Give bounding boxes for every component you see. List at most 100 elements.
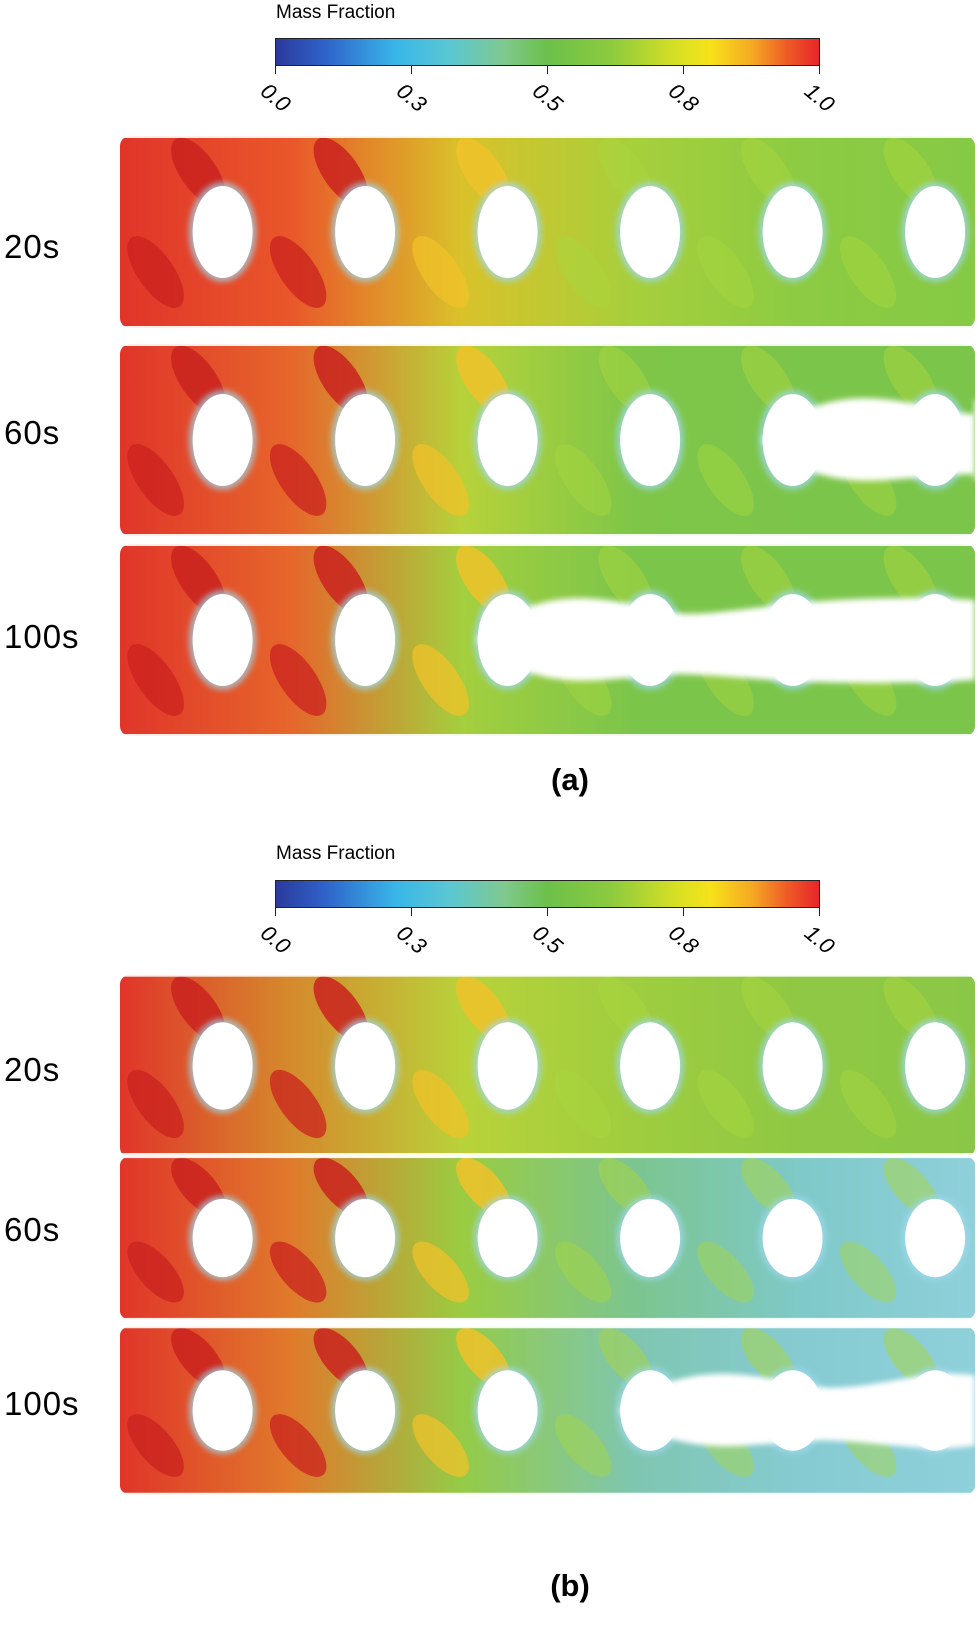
colorbar bbox=[275, 38, 820, 66]
flow-streak bbox=[412, 644, 469, 716]
flow-streak bbox=[839, 1241, 897, 1303]
tick-label: 1.0 bbox=[799, 920, 840, 959]
flow-streak bbox=[554, 1241, 612, 1303]
tick-label: 0.5 bbox=[527, 920, 568, 959]
flow-streak bbox=[127, 1241, 184, 1303]
mass-fraction-contour-60s bbox=[120, 340, 975, 540]
tick-label: 0.3 bbox=[391, 78, 432, 117]
obstacle-hole bbox=[616, 182, 685, 282]
tick-mark bbox=[819, 908, 820, 916]
obstacle-hole bbox=[188, 182, 257, 282]
obstacle-hole bbox=[473, 1018, 542, 1114]
flow-streak bbox=[269, 236, 327, 308]
tick-mark bbox=[683, 66, 684, 74]
time-label-60s: 60s bbox=[4, 414, 61, 451]
flow-streak bbox=[269, 1241, 327, 1303]
flow-streak bbox=[127, 1414, 184, 1477]
tick-mark bbox=[411, 66, 412, 74]
obstacle-hole bbox=[758, 182, 827, 282]
tick-mark bbox=[275, 66, 276, 74]
flow-streak bbox=[554, 236, 612, 308]
obstacle-hole bbox=[901, 182, 970, 282]
obstacle-hole bbox=[331, 590, 400, 690]
obstacle-hole bbox=[473, 182, 542, 282]
flow-streak bbox=[697, 444, 754, 516]
tick-label: 0.0 bbox=[255, 920, 296, 959]
tick-mark bbox=[819, 66, 820, 74]
tick-mark bbox=[411, 908, 412, 916]
flow-streak bbox=[412, 1069, 469, 1139]
mass-fraction-contour-60s bbox=[120, 1153, 975, 1323]
obstacle-hole bbox=[901, 1195, 970, 1281]
time-label-100s: 100s bbox=[4, 618, 80, 655]
obstacle-hole bbox=[331, 1366, 400, 1455]
panel-a: Mass Fraction 0.0 0.3 0.5 0.8 1.0 20s 60… bbox=[0, 0, 980, 812]
flow-streak bbox=[554, 444, 612, 516]
flow-streak bbox=[127, 444, 184, 516]
washed-region bbox=[476, 598, 975, 683]
obstacle-hole bbox=[616, 390, 685, 490]
obstacle-hole bbox=[188, 390, 257, 490]
colorbar-ticks bbox=[275, 66, 820, 76]
flow-streak bbox=[127, 236, 184, 308]
colorbar-title: Mass Fraction bbox=[276, 843, 396, 864]
obstacle-hole bbox=[188, 1018, 257, 1114]
colorbar bbox=[275, 880, 820, 908]
flow-streak bbox=[697, 1241, 754, 1303]
flow-streak bbox=[554, 1414, 612, 1477]
flow-streak bbox=[269, 644, 327, 716]
flow-streak bbox=[839, 236, 897, 308]
time-label-60s: 60s bbox=[4, 1211, 61, 1248]
flow-streak bbox=[127, 1069, 184, 1139]
obstacle-hole bbox=[758, 1018, 827, 1114]
tick-mark bbox=[547, 66, 548, 74]
flow-streak bbox=[269, 1069, 327, 1139]
obstacle-hole bbox=[331, 182, 400, 282]
colorbar-ticks bbox=[275, 908, 820, 918]
colorbar-title: Mass Fraction bbox=[276, 2, 396, 23]
tick-label: 0.0 bbox=[255, 78, 296, 117]
mass-fraction-contour-100s bbox=[120, 1323, 975, 1498]
tick-label: 0.8 bbox=[663, 78, 704, 117]
obstacle-hole bbox=[188, 1195, 257, 1281]
tick-mark bbox=[275, 908, 276, 916]
caption-b: (b) bbox=[550, 1568, 590, 1603]
washed-region bbox=[618, 1373, 975, 1448]
obstacle-hole bbox=[473, 1366, 542, 1455]
flow-streak bbox=[412, 236, 469, 308]
flow-streak bbox=[412, 444, 469, 516]
obstacle-hole bbox=[188, 590, 257, 690]
tick-label: 1.0 bbox=[799, 78, 840, 117]
flow-streak bbox=[127, 644, 184, 716]
flow-streak bbox=[697, 236, 754, 308]
caption-a: (a) bbox=[551, 762, 589, 797]
mass-fraction-contour-20s bbox=[120, 971, 975, 1161]
washed-region bbox=[761, 398, 975, 481]
flow-streak bbox=[412, 1414, 469, 1477]
obstacle-hole bbox=[188, 1366, 257, 1455]
mass-fraction-contour-20s bbox=[120, 132, 975, 332]
tick-label: 0.5 bbox=[527, 78, 568, 117]
obstacle-hole bbox=[331, 390, 400, 490]
obstacle-hole bbox=[473, 390, 542, 490]
time-label-100s: 100s bbox=[4, 1385, 80, 1422]
obstacle-hole bbox=[616, 1195, 685, 1281]
flow-streak bbox=[554, 1069, 612, 1139]
flow-streak bbox=[839, 1069, 897, 1139]
obstacle-hole bbox=[901, 1018, 970, 1114]
obstacle-hole bbox=[758, 1195, 827, 1281]
obstacle-hole bbox=[616, 1018, 685, 1114]
tick-mark bbox=[683, 908, 684, 916]
obstacle-hole bbox=[473, 1195, 542, 1281]
time-label-20s: 20s bbox=[4, 228, 61, 265]
flow-streak bbox=[269, 444, 327, 516]
obstacle-hole bbox=[331, 1195, 400, 1281]
flow-streak bbox=[412, 1241, 469, 1303]
tick-label: 0.3 bbox=[391, 920, 432, 959]
flow-streak bbox=[269, 1414, 327, 1477]
tick-label: 0.8 bbox=[663, 920, 704, 959]
obstacle-hole bbox=[331, 1018, 400, 1114]
tick-mark bbox=[547, 908, 548, 916]
time-label-20s: 20s bbox=[4, 1051, 61, 1088]
panel-b: Mass Fraction 0.0 0.3 0.5 0.8 1.0 20s 60… bbox=[0, 813, 980, 1625]
